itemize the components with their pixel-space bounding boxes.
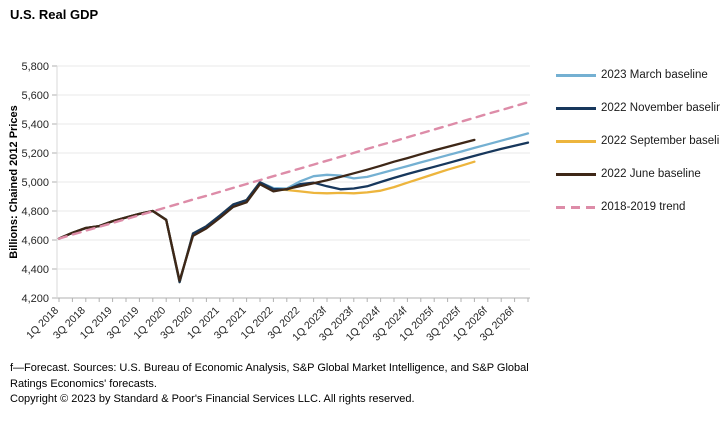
axis-labels: 4,200 4,400 4,600 4,800 5,000 5,200 5,400 5,600…: [21, 61, 516, 344]
data-series: [57, 101, 530, 284]
line-swatch: [556, 139, 596, 143]
dashed-line-swatch: [556, 205, 596, 209]
legend-label: 2022 June baseline: [601, 168, 701, 180]
y-tick-label: 5,800: [21, 61, 49, 73]
legend-label: 2018-2019 trend: [601, 201, 686, 213]
y-tick-label: 4,200: [21, 293, 49, 305]
line-swatch: [556, 73, 596, 77]
series-line-2022-june-baseline: [57, 138, 476, 282]
legend-item: 2022 November baseline: [556, 100, 720, 116]
y-tick-label: 5,000: [21, 177, 49, 189]
y-tick-label: 5,400: [21, 119, 49, 131]
legend-item: 2022 June baseline: [556, 166, 720, 182]
legend-label: 2022 September baseline: [601, 135, 720, 147]
series-line-2023-march-baseline: [57, 132, 530, 284]
y-tick-label: 4,800: [21, 206, 49, 218]
legend-label: 2022 November baseline: [601, 102, 720, 114]
chart-legend: 2023 March baseline 2022 November baselin…: [556, 67, 720, 215]
gridlines: [57, 65, 530, 270]
legend-item: 2022 September baseline: [556, 133, 720, 149]
chart-title: U.S. Real GDP: [10, 7, 99, 22]
series-line-2022-november-baseline: [57, 141, 530, 284]
y-tick-label: 4,400: [21, 264, 49, 276]
y-tick-label: 5,200: [21, 148, 49, 160]
y-tick-label: 5,600: [21, 90, 49, 102]
legend-item: 2018-2019 trend: [556, 199, 720, 215]
legend-item: 2023 March baseline: [556, 67, 720, 83]
legend-label: 2023 March baseline: [601, 69, 708, 81]
axes: [52, 65, 530, 302]
y-tick-label: 4,600: [21, 235, 49, 247]
line-swatch: [556, 106, 596, 110]
footnote-sources: f—Forecast. Sources: U.S. Bureau of Econ…: [10, 362, 529, 390]
series-line-2018-2019-trend: [57, 101, 530, 240]
series-line-2022-september-baseline: [57, 160, 476, 284]
line-swatch: [556, 172, 596, 176]
footnotes: f—Forecast. Sources: U.S. Bureau of Econ…: [10, 361, 562, 408]
y-axis-title: Billions: Chained 2012 Prices: [8, 105, 20, 258]
footnote-copyright: Copyright © 2023 by Standard & Poor's Fi…: [10, 393, 415, 406]
